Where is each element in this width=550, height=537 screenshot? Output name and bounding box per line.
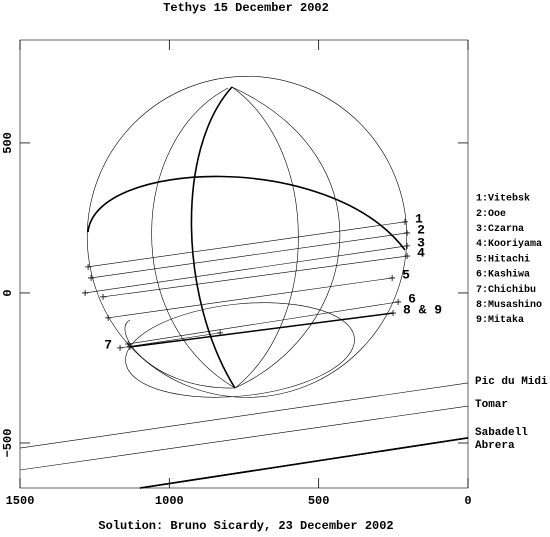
- chord-label: 5: [402, 267, 410, 282]
- chord-label: 4: [417, 245, 425, 260]
- x-tick-label: 0: [464, 494, 471, 508]
- chord: [85, 245, 408, 294]
- chord-label: 3: [417, 235, 425, 250]
- station-label: Tomar: [475, 399, 508, 411]
- chord-end-marker: [105, 314, 112, 321]
- chord-label: 8 & 9: [403, 302, 442, 317]
- chord: [102, 255, 408, 298]
- chart-caption: Solution: Bruno Sicardy, 23 December 200…: [98, 519, 393, 533]
- chord-label: 7: [104, 337, 112, 352]
- legend-entry: 4:Kooriyama: [476, 238, 542, 250]
- chord-end-marker: [117, 344, 124, 351]
- chord-end-marker: [404, 242, 411, 249]
- x-tick-label: 1000: [155, 494, 184, 508]
- meridian: [231, 86, 299, 389]
- chord-end-marker: [88, 274, 95, 281]
- y-tick-label: −500: [1, 429, 15, 458]
- chord-end-marker: [401, 218, 408, 225]
- meridian: [231, 86, 341, 389]
- chord-end-marker: [390, 310, 397, 317]
- chord-end-marker: [100, 293, 107, 300]
- x-tick-label: 1500: [6, 494, 35, 508]
- chord-label: 6: [408, 291, 416, 306]
- chord-label: 2: [417, 222, 425, 237]
- station-label: Pic du Midi: [475, 376, 548, 388]
- station-chord: [139, 437, 469, 489]
- chord: [108, 277, 393, 319]
- chord-end-marker: [82, 289, 89, 296]
- legend-entry: 2:Ooe: [476, 209, 506, 220]
- chord: [128, 301, 399, 345]
- chord-end-marker: [125, 340, 132, 347]
- chord-end-marker: [404, 253, 411, 260]
- legend-entry: 3:Czarna: [476, 224, 524, 235]
- legend-entry: 6:Kashiwa: [476, 269, 530, 281]
- plot-frame: [19, 39, 469, 489]
- station-label: Abrera: [475, 440, 515, 452]
- legend-entry: 1:Vitebsk: [476, 193, 530, 205]
- chart-title: Tethys 15 December 2002: [163, 1, 329, 15]
- chord: [91, 232, 408, 279]
- chord-end-marker: [389, 274, 396, 281]
- thick-parallel: [87, 175, 406, 251]
- legend-entry: 9:Mitaka: [476, 314, 524, 326]
- legend-entry: 5:Hitachi: [476, 253, 530, 265]
- limb: [86, 76, 408, 398]
- station-chord: [19, 405, 469, 471]
- chord: [88, 221, 406, 268]
- y-tick-label: 500: [1, 132, 15, 154]
- y-tick-label: 0: [1, 289, 15, 296]
- legend-entry: 7:Chichibu: [476, 284, 536, 296]
- parallel: [125, 302, 355, 398]
- station-label: Sabadell: [475, 427, 528, 439]
- chord: [129, 312, 394, 348]
- chord-end-marker: [85, 263, 92, 270]
- station-chord: [19, 382, 469, 449]
- legend-entry: 8:Musashino: [476, 299, 542, 311]
- chord-end-marker: [126, 343, 133, 350]
- meridian: [151, 87, 236, 389]
- thick-meridian: [190, 86, 236, 389]
- chord-end-marker: [404, 229, 411, 236]
- chord-label: 1: [415, 211, 423, 226]
- chord-end-marker: [395, 298, 402, 305]
- globe-grid: [87, 86, 406, 398]
- x-tick-label: 500: [308, 494, 330, 508]
